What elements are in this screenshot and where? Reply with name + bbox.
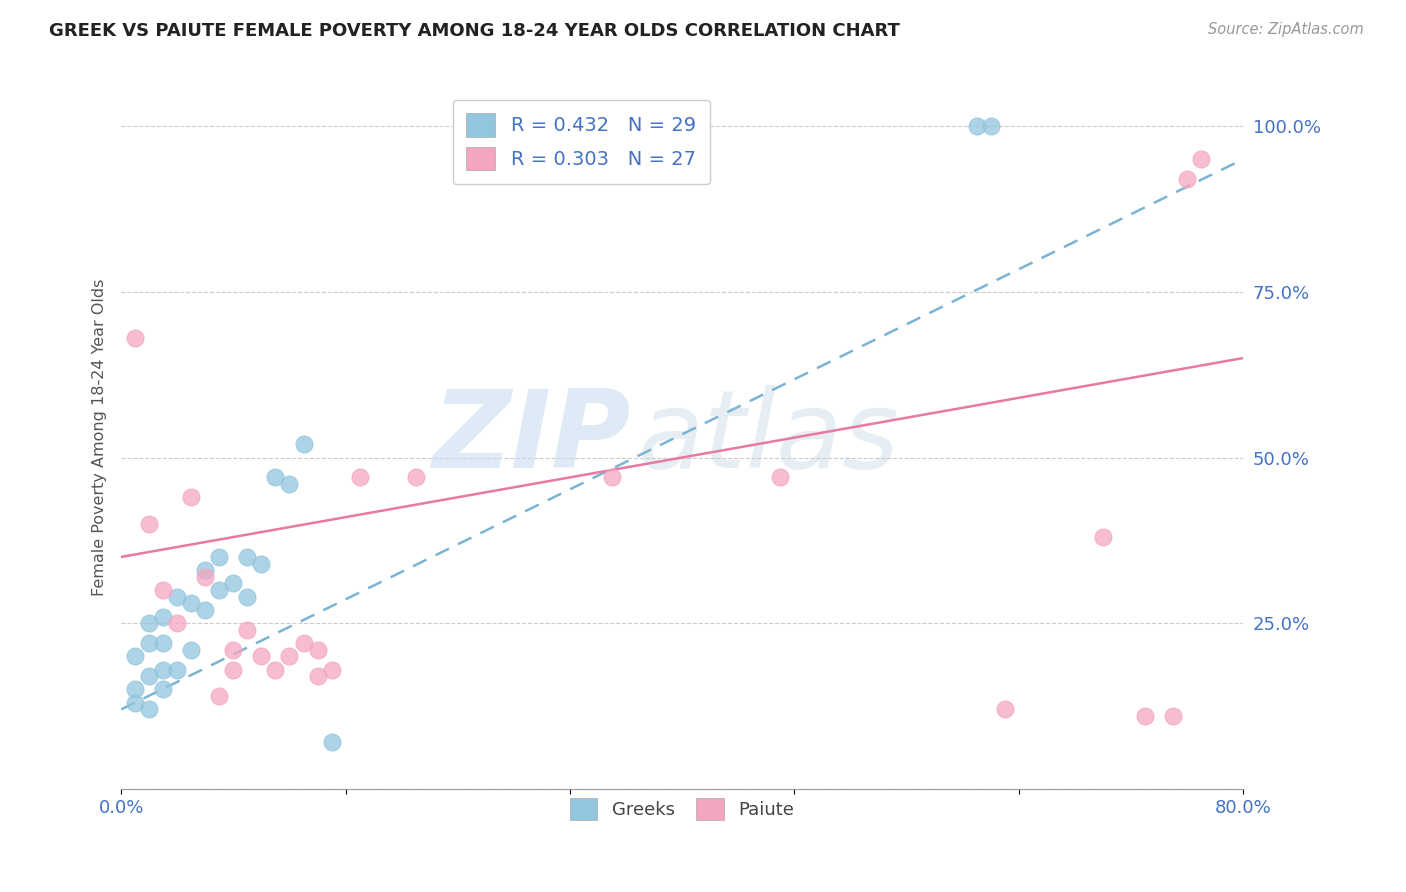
Point — [980, 119, 1002, 133]
Point — [124, 696, 146, 710]
Text: ZIP: ZIP — [433, 384, 631, 491]
Point — [138, 669, 160, 683]
Point — [307, 669, 329, 683]
Point — [166, 616, 188, 631]
Point — [166, 590, 188, 604]
Point — [321, 663, 343, 677]
Point — [208, 689, 231, 703]
Point — [236, 549, 259, 564]
Point — [405, 470, 427, 484]
Point — [152, 636, 174, 650]
Point — [180, 642, 202, 657]
Point — [1189, 153, 1212, 167]
Point — [194, 563, 217, 577]
Point — [600, 470, 623, 484]
Point — [769, 470, 792, 484]
Point — [124, 682, 146, 697]
Text: atlas: atlas — [637, 385, 898, 490]
Text: GREEK VS PAIUTE FEMALE POVERTY AMONG 18-24 YEAR OLDS CORRELATION CHART: GREEK VS PAIUTE FEMALE POVERTY AMONG 18-… — [49, 22, 900, 40]
Point — [152, 609, 174, 624]
Point — [138, 516, 160, 531]
Point — [222, 642, 245, 657]
Point — [194, 603, 217, 617]
Point — [124, 331, 146, 345]
Point — [1175, 172, 1198, 186]
Point — [208, 549, 231, 564]
Point — [1133, 709, 1156, 723]
Point — [250, 557, 273, 571]
Point — [278, 477, 301, 491]
Point — [307, 642, 329, 657]
Point — [349, 470, 371, 484]
Point — [152, 682, 174, 697]
Point — [124, 649, 146, 664]
Y-axis label: Female Poverty Among 18-24 Year Olds: Female Poverty Among 18-24 Year Olds — [93, 279, 107, 597]
Point — [152, 663, 174, 677]
Legend: Greeks, Paiute: Greeks, Paiute — [561, 789, 803, 829]
Point — [180, 490, 202, 504]
Point — [236, 590, 259, 604]
Point — [180, 596, 202, 610]
Point — [966, 119, 988, 133]
Point — [236, 623, 259, 637]
Point — [166, 663, 188, 677]
Point — [292, 636, 315, 650]
Text: Source: ZipAtlas.com: Source: ZipAtlas.com — [1208, 22, 1364, 37]
Point — [194, 570, 217, 584]
Point — [994, 702, 1017, 716]
Point — [222, 576, 245, 591]
Point — [208, 583, 231, 598]
Point — [1161, 709, 1184, 723]
Point — [222, 663, 245, 677]
Point — [250, 649, 273, 664]
Point — [138, 616, 160, 631]
Point — [278, 649, 301, 664]
Point — [264, 470, 287, 484]
Point — [138, 702, 160, 716]
Point — [138, 636, 160, 650]
Point — [321, 735, 343, 749]
Point — [292, 437, 315, 451]
Point — [1091, 530, 1114, 544]
Point — [264, 663, 287, 677]
Point — [152, 583, 174, 598]
